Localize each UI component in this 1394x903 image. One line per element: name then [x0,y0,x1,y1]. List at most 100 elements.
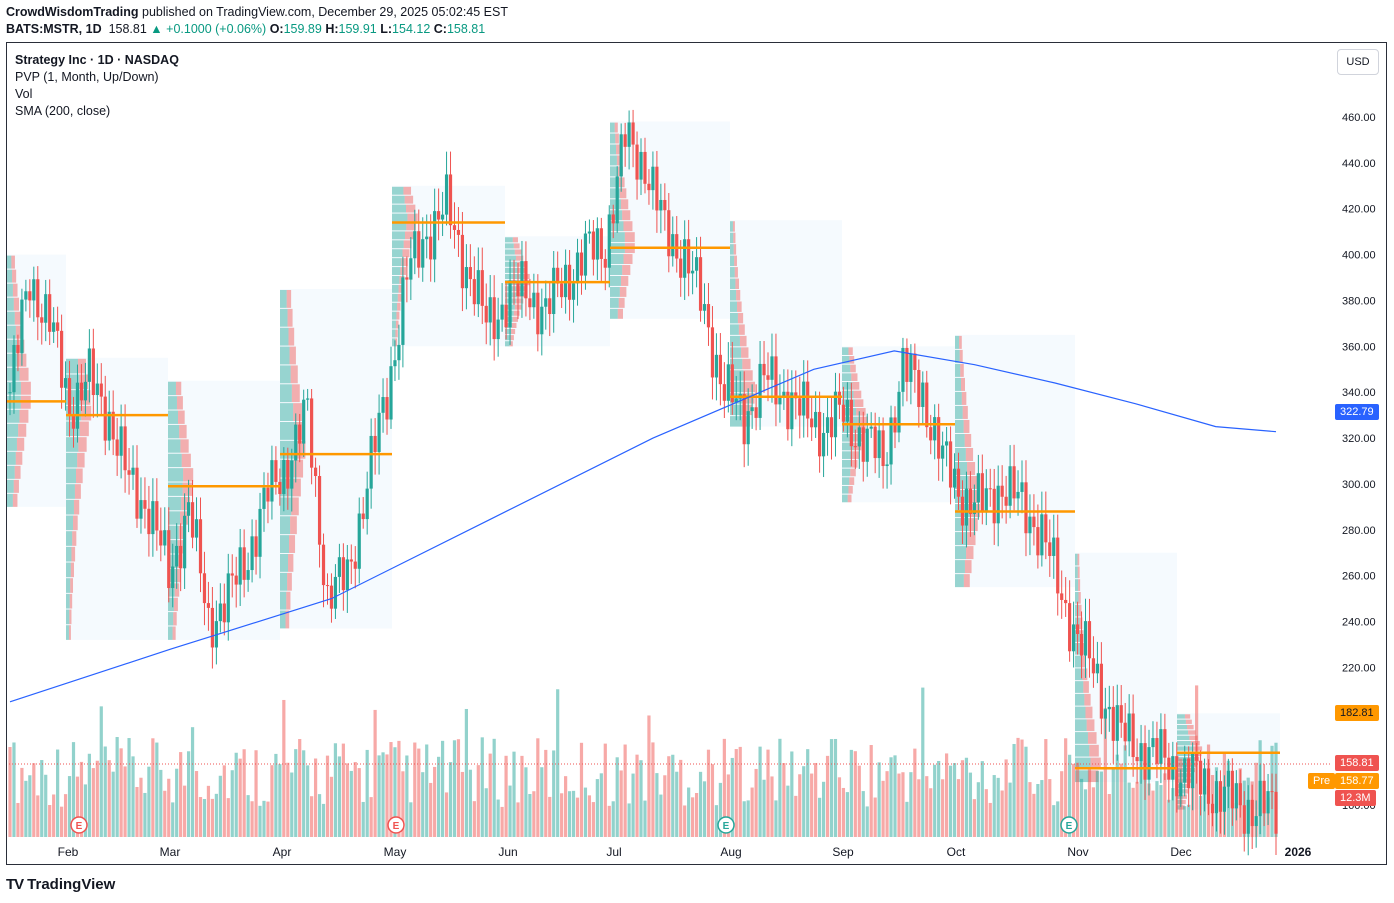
profile-bar-down [623,221,633,232]
candle-body [302,399,306,444]
legend-title[interactable]: Strategy Inc · 1D · NASDAQ [15,53,179,67]
volume-bar [16,802,20,837]
volume-bar [818,797,822,837]
currency-button[interactable]: USD [1337,49,1379,75]
profile-bar-up [1075,757,1091,770]
legend-pvp[interactable]: PVP (1, Month, Up/Down) [15,70,159,84]
profile-bar-down [743,370,753,381]
profile-bar-down [1188,730,1196,735]
profile-bar-up [955,377,961,391]
volume-bar [1079,778,1084,837]
volume-bar [968,772,973,837]
profile-bar-up [730,232,734,244]
profile-bar-up [505,249,515,255]
profile-bar-up [842,407,857,416]
volume-bar [393,747,397,837]
candle-body [825,417,830,433]
tradingview-logo-icon: TV [6,876,24,893]
candle-body [706,304,711,328]
profile-bar-down [1184,714,1191,719]
profile-bar-up [392,302,398,311]
volume-bar [1103,708,1107,837]
volume-bar [794,795,798,837]
candle-body [1222,786,1227,812]
author-name[interactable]: CrowdWisdomTrading [6,5,139,19]
candle-body [595,228,599,260]
profile-bar-down [173,612,177,626]
candle-body [1175,756,1179,797]
candle-body [611,214,615,224]
volume-bar [516,802,520,837]
candle-body [540,306,544,335]
volume-bar [302,750,306,837]
profile-bar-down [509,341,513,347]
candle-body [425,236,429,240]
candle-body [937,417,941,459]
volume-bar [925,776,929,837]
volume-bar [1135,781,1139,837]
candle-body [1016,491,1020,499]
profile-bar-up [1177,735,1190,741]
candle-body [258,508,262,557]
profile-bar-down [965,447,974,461]
candle-body [32,279,36,301]
volume-bar [933,764,937,837]
candle-body [345,559,349,591]
candle-body [782,391,786,397]
candle-body [766,375,770,380]
profile-bar-up [610,155,617,166]
candle-body [1099,663,1103,719]
candle-body [433,211,437,260]
candle-body [222,603,226,623]
volume-bar [821,781,826,837]
profile-bar-down [397,302,401,311]
volume-bar [71,742,76,837]
candle-body [294,424,298,461]
volume-bar [937,760,941,837]
legend-vol[interactable]: Vol [15,87,33,101]
volume-bar [444,792,449,837]
volume-bar [956,779,961,837]
tradingview-brand[interactable]: TV TradingView [6,876,115,893]
candle-body [119,426,123,456]
profile-bar-up [610,133,616,144]
candle-body [12,345,16,393]
candle-body [464,267,468,289]
volume-bar [409,802,413,837]
chart-legend: Strategy Inc · 1D · NASDAQ PVP (1, Month… [15,52,179,120]
volume-bar [52,794,56,837]
profile-bar-down [11,255,15,269]
volume-bar [504,755,508,837]
profile-bar-down [1078,591,1081,604]
profile-bar-up [955,391,962,405]
profile-bar-down [172,626,176,640]
profile-bar-down [850,364,856,373]
candle-body [679,258,683,278]
candle-body [36,279,40,318]
candle-body [238,547,242,585]
candle-body [198,519,203,574]
legend-sma[interactable]: SMA (200, close) [15,104,111,118]
volume-bar [702,781,707,837]
profile-bar-up [6,339,17,353]
profile-bar-down [404,195,414,204]
volume-bar [520,755,524,837]
volume-bar [552,750,556,837]
volume-bar [345,763,349,837]
profile-bar-up [280,572,288,591]
volume-bar [952,763,957,837]
candle-body [619,134,623,177]
earnings-marker-aug: E [717,816,735,834]
candle-body [1151,738,1155,748]
volume-bar [321,803,326,837]
volume-bar [464,708,468,837]
low-label: L: [380,22,393,36]
profile-bar-up [6,311,15,325]
candle-body [79,382,84,401]
volume-bar [746,800,750,837]
volume-bar [242,749,246,837]
profile-bar-up [392,293,398,302]
profile-bar-up [6,283,13,297]
